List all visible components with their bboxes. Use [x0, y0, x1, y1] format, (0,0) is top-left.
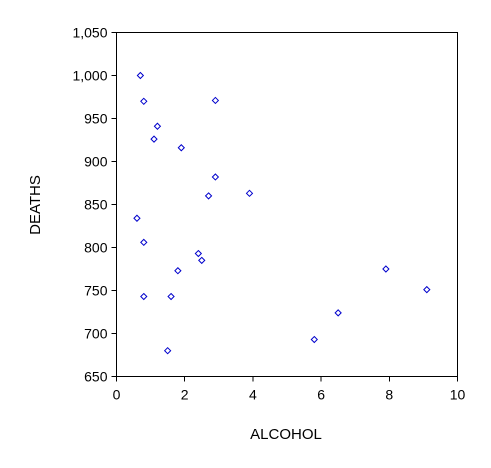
data-point	[246, 190, 252, 196]
data-point	[335, 310, 341, 316]
data-point	[134, 215, 140, 221]
data-point	[168, 294, 174, 300]
data-point	[212, 174, 218, 180]
x-axis: 0 2 4 6 8 10	[113, 377, 466, 403]
data-point	[151, 136, 157, 142]
y-axis: 650 700 750 800 850 900 950 1,000 1,050	[72, 25, 116, 385]
data-point	[165, 348, 171, 354]
data-points	[134, 73, 430, 354]
x-tick-label: 10	[450, 387, 466, 403]
x-tick-label: 4	[249, 387, 257, 403]
data-point	[141, 98, 147, 104]
x-tick-label: 8	[385, 387, 393, 403]
x-tick-label: 6	[317, 387, 325, 403]
data-point	[424, 287, 430, 293]
y-tick-label: 800	[84, 240, 108, 256]
plot-area-frame	[117, 33, 458, 377]
data-point	[383, 266, 389, 272]
y-tick-label: 1,050	[72, 25, 107, 41]
data-point	[141, 294, 147, 300]
data-point	[154, 123, 160, 129]
data-point	[175, 268, 181, 274]
y-tick-label: 900	[84, 154, 108, 170]
data-point	[311, 337, 317, 343]
x-tick-label: 0	[113, 387, 121, 403]
data-point	[212, 97, 218, 103]
y-tick-label: 950	[84, 111, 108, 127]
y-tick-label: 650	[84, 369, 108, 385]
y-tick-label: 750	[84, 283, 108, 299]
y-tick-label: 850	[84, 197, 108, 213]
data-point	[206, 193, 212, 199]
y-axis-title: DEATHS	[27, 175, 44, 235]
data-point	[195, 251, 201, 257]
data-point	[141, 239, 147, 245]
data-point	[199, 257, 205, 263]
x-tick-label: 2	[181, 387, 189, 403]
y-tick-label: 700	[84, 326, 108, 342]
y-tick-label: 1,000	[72, 68, 107, 84]
data-point	[137, 73, 143, 79]
data-point	[178, 145, 184, 151]
x-axis-title: ALCOHOL	[250, 426, 322, 443]
